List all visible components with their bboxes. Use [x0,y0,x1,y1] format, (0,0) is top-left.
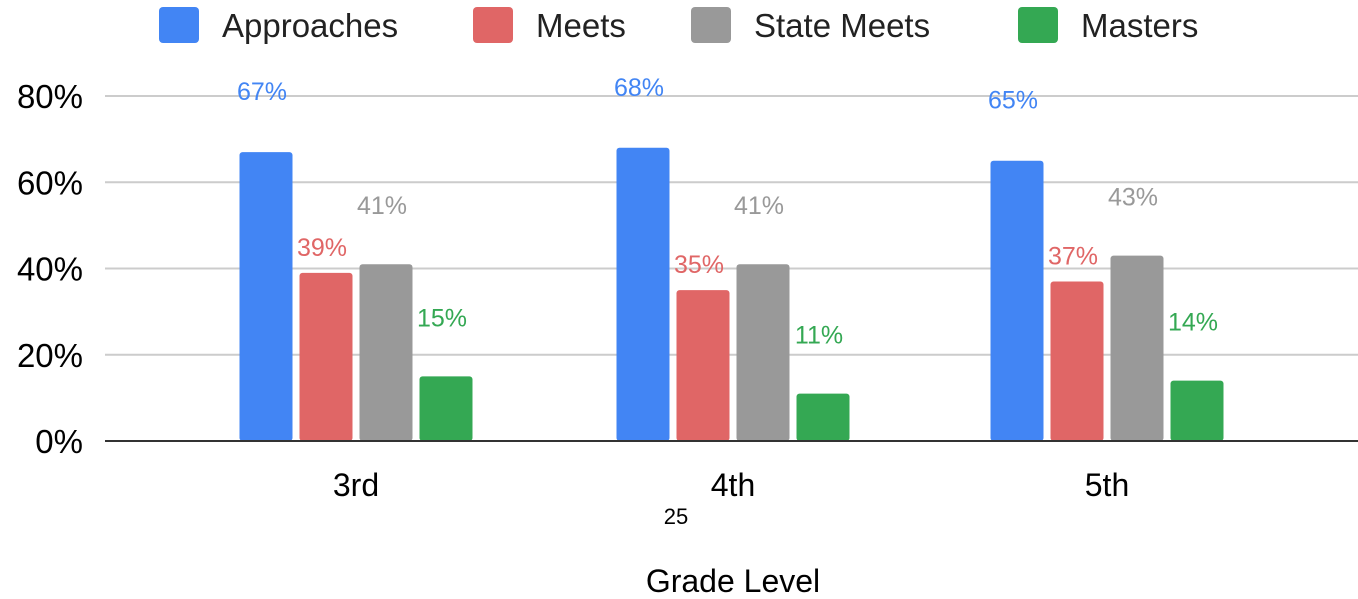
bar [616,147,670,441]
bar [676,290,730,441]
bar [419,376,473,441]
page-number: 25 [663,504,689,529]
data-label: 65% [988,87,1038,115]
legend-swatch [1018,7,1058,43]
legend-swatch [691,7,731,43]
bars [239,147,1224,441]
data-label: 41% [357,192,407,220]
legend-label: Approaches [222,7,398,44]
bar [239,152,293,441]
data-label: 43% [1108,184,1158,212]
y-tick-label: 40% [17,251,83,288]
legend-swatch [473,7,513,43]
legend-label: Meets [536,7,626,44]
bar [1170,380,1224,441]
y-tick-label: 0% [35,423,83,460]
legend-item: Approaches [159,7,398,44]
legend-item: State Meets [691,7,930,44]
y-tick-label: 20% [17,337,83,374]
data-label: 41% [734,192,784,220]
bar [1110,255,1164,441]
x-tick-label: 5th [1085,467,1129,503]
bar [1050,281,1104,441]
bar [359,264,413,441]
bar [299,272,353,441]
legend-item: Masters [1018,7,1198,44]
data-label: 68% [614,74,664,102]
data-label: 37% [1048,242,1098,270]
x-axis-title: Grade Level [646,563,820,599]
bar [736,264,790,441]
data-label: 15% [417,304,467,332]
legend: Approaches Meets State Meets Masters [159,7,1198,44]
bar [796,393,850,441]
data-label: 35% [674,251,724,279]
legend-label: State Meets [754,7,930,44]
data-label: 11% [795,322,843,350]
y-axis: 0% 20% 40% 60% 80% [17,78,83,460]
bar [990,160,1044,441]
data-label: 67% [237,78,287,106]
legend-swatch [159,7,199,43]
x-tick-label: 3rd [333,467,379,503]
x-tick-label: 4th [711,467,755,503]
data-labels: 67% 68% 65% 39% 35% 37% 41% 41% 43% 15% 11% 14% [237,74,1218,350]
y-tick-label: 80% [17,78,83,115]
legend-item: Meets [473,7,626,44]
data-label: 14% [1168,309,1218,337]
x-axis: 3rd 4th 5th [333,467,1129,503]
y-tick-label: 60% [17,164,83,201]
data-label: 39% [297,234,347,262]
legend-label: Masters [1081,7,1198,44]
